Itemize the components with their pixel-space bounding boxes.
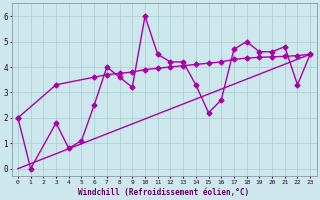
X-axis label: Windchill (Refroidissement éolien,°C): Windchill (Refroidissement éolien,°C) xyxy=(78,188,250,197)
